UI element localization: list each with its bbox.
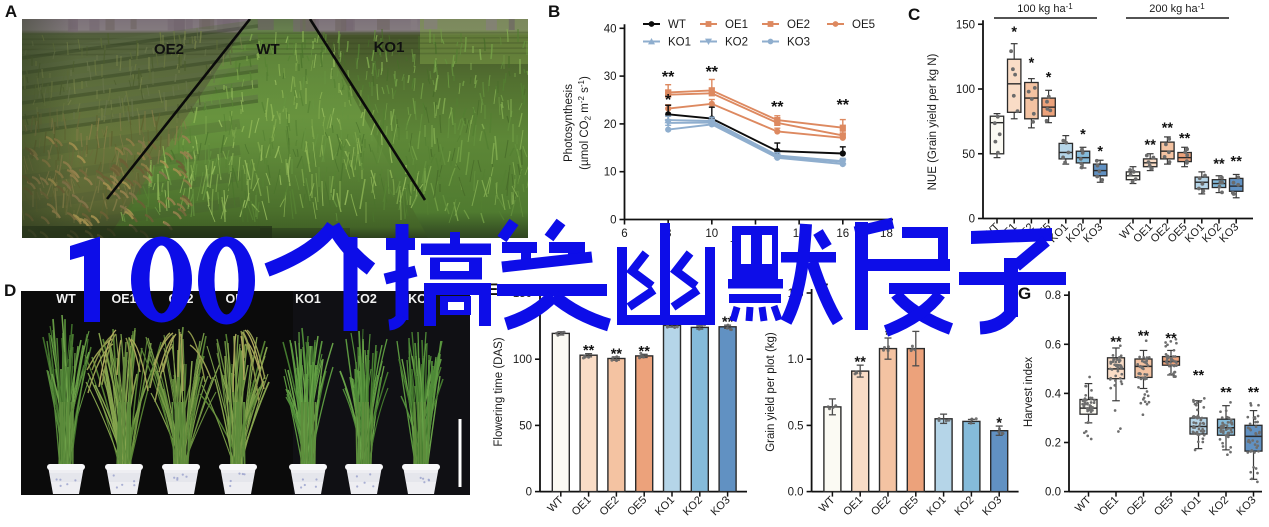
svg-text:20: 20 [604, 119, 617, 131]
svg-text:**: ** [1179, 131, 1191, 147]
svg-text:B: B [548, 2, 560, 21]
svg-text:0: 0 [969, 214, 975, 226]
svg-text:**: ** [583, 343, 595, 359]
svg-text:100: 100 [956, 84, 975, 96]
svg-text:**: ** [1138, 328, 1150, 344]
svg-text:E: E [487, 280, 498, 299]
svg-text:KO1: KO1 [668, 37, 691, 49]
svg-text:18: 18 [880, 228, 893, 240]
svg-text:WT: WT [668, 19, 686, 31]
svg-text:**: ** [1248, 385, 1260, 401]
svg-text:1.0: 1.0 [788, 354, 804, 366]
svg-text:A: A [5, 2, 17, 21]
svg-text:**: ** [1145, 137, 1157, 153]
svg-text:D: D [4, 281, 16, 300]
svg-text:WT: WT [56, 292, 76, 306]
svg-text:50: 50 [962, 149, 975, 161]
svg-text:KO2: KO2 [351, 292, 377, 306]
svg-text:0.0: 0.0 [788, 487, 804, 499]
svg-text:WT: WT [256, 41, 279, 58]
svg-text:Grain yield per plot (kg): Grain yield per plot (kg) [765, 332, 777, 452]
svg-text:0: 0 [526, 487, 532, 499]
svg-text:6: 6 [621, 228, 627, 240]
svg-text:**: ** [662, 69, 675, 86]
svg-text:Photosynthesis: Photosynthesis [563, 84, 575, 162]
svg-text:10: 10 [604, 167, 617, 179]
svg-text:**: ** [855, 355, 867, 371]
svg-text:**: ** [722, 315, 734, 331]
svg-text:*: * [1080, 127, 1086, 143]
svg-text:**: ** [1110, 335, 1122, 351]
svg-text:50: 50 [519, 420, 532, 432]
svg-text:30: 30 [604, 71, 617, 83]
svg-text:150: 150 [956, 19, 975, 31]
svg-text:0.4: 0.4 [1045, 388, 1062, 400]
svg-text:KO1: KO1 [295, 292, 321, 306]
svg-text:**: ** [771, 99, 784, 116]
svg-text:*: * [1011, 25, 1017, 41]
svg-text:G: G [1018, 284, 1031, 303]
svg-text:C: C [908, 5, 920, 24]
svg-text:**: ** [1165, 331, 1177, 347]
svg-text:**: ** [1231, 154, 1243, 170]
svg-text:NUE (Grain yield per kg N): NUE (Grain yield per kg N) [927, 53, 939, 190]
svg-text:0.8: 0.8 [1045, 290, 1061, 302]
svg-text:KO3: KO3 [787, 37, 810, 49]
svg-text:**: ** [1162, 120, 1174, 136]
svg-text:Flowering time (DAS): Flowering time (DAS) [493, 337, 505, 446]
svg-text:*: * [665, 92, 672, 109]
svg-text:OE1: OE1 [111, 292, 136, 306]
svg-text:**: ** [837, 97, 850, 114]
svg-text:OE2: OE2 [787, 19, 810, 31]
svg-text:0.0: 0.0 [1045, 487, 1061, 499]
svg-text:16: 16 [836, 228, 849, 240]
svg-text:KO1: KO1 [374, 39, 405, 56]
svg-text:**: ** [1220, 385, 1232, 401]
svg-text:**: ** [706, 64, 719, 81]
svg-text:OE2: OE2 [154, 41, 184, 58]
svg-text:**: ** [639, 344, 651, 360]
svg-text:*: * [996, 416, 1002, 432]
svg-text:100: 100 [513, 354, 532, 366]
svg-text:*: * [1046, 70, 1052, 86]
svg-text:KO2: KO2 [725, 37, 748, 49]
svg-text:0.2: 0.2 [1045, 438, 1061, 450]
svg-text:**: ** [1193, 368, 1205, 384]
svg-text:200 kg ha-1: 200 kg ha-1 [1149, 2, 1205, 15]
svg-text:(µmol CO2 m-2 s-1): (µmol CO2 m-2 s-1) [577, 76, 593, 170]
svg-text:**: ** [1213, 157, 1225, 173]
svg-text:100 kg ha-1: 100 kg ha-1 [1017, 2, 1073, 15]
svg-text:*: * [1029, 56, 1035, 72]
svg-text:0.6: 0.6 [1045, 339, 1061, 351]
svg-text:40: 40 [604, 23, 617, 35]
svg-text:Harvest index: Harvest index [1023, 357, 1035, 428]
svg-text:OE1: OE1 [725, 19, 748, 31]
svg-text:OE5: OE5 [852, 19, 875, 31]
svg-text:0.5: 0.5 [788, 420, 804, 432]
svg-text:*: * [1097, 144, 1103, 160]
svg-text:**: ** [611, 346, 623, 362]
svg-text:10: 10 [705, 228, 718, 240]
svg-text:0: 0 [610, 215, 616, 227]
